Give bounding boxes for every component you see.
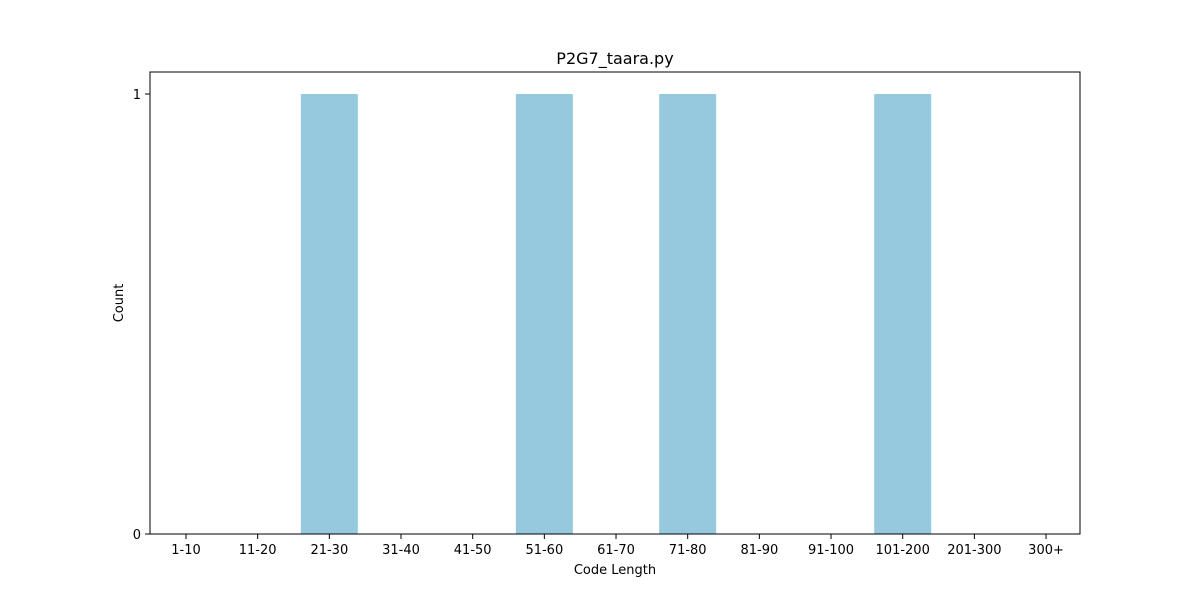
x-tick-label: 81-90 — [740, 543, 778, 558]
x-tick-label: 91-100 — [808, 543, 854, 558]
bar-101-200 — [874, 94, 932, 534]
y-axis-ticks: 01 — [133, 88, 150, 543]
x-tick-label: 300+ — [1028, 543, 1064, 558]
x-tick-label: 21-30 — [310, 543, 348, 558]
y-axis-label: Count — [112, 284, 127, 323]
x-axis-label: Code Length — [574, 563, 656, 578]
x-tick-label: 71-80 — [669, 543, 707, 558]
bars-group — [300, 94, 932, 534]
x-axis-ticks: 1-10 11-20 21-30 31-40 41-50 51-60 61-70 71-80 8… — [171, 534, 1064, 558]
bar-51-60 — [515, 94, 573, 534]
x-tick-label: 1-10 — [171, 543, 201, 558]
x-tick-label: 31-40 — [382, 543, 420, 558]
x-tick-label: 61-70 — [597, 543, 635, 558]
x-tick-label: 11-20 — [239, 543, 277, 558]
y-tick-label: 1 — [133, 88, 141, 103]
chart-title: P2G7_taara.py — [556, 49, 673, 69]
x-tick-label: 41-50 — [454, 543, 492, 558]
bar-71-80 — [659, 94, 717, 534]
x-tick-label: 51-60 — [525, 543, 563, 558]
y-tick-label: 0 — [133, 528, 141, 543]
bar-21-30 — [300, 94, 358, 534]
plot-frame — [149, 71, 1081, 535]
x-tick-label: 101-200 — [876, 543, 930, 558]
x-tick-label: 201-300 — [947, 543, 1001, 558]
